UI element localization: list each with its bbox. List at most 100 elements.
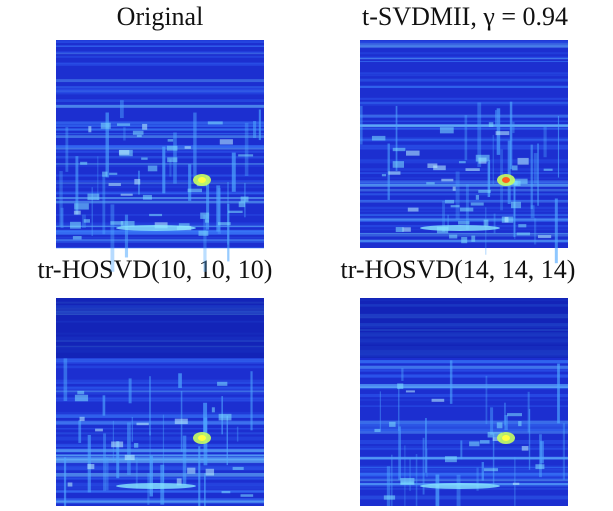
stripe [360, 384, 568, 388]
stripe [360, 115, 568, 118]
stripe [360, 144, 568, 148]
stripe [56, 456, 264, 460]
blob [142, 194, 152, 200]
blob [433, 165, 446, 171]
streak [244, 122, 249, 177]
streak [490, 407, 494, 435]
panel-title: Original [117, 2, 204, 31]
blob [496, 422, 503, 429]
blob [198, 230, 209, 236]
stripe [56, 397, 264, 400]
streak [227, 203, 230, 262]
blob [483, 468, 499, 472]
blob [441, 178, 454, 182]
streak [236, 426, 239, 442]
stripe [360, 365, 568, 370]
streak [127, 422, 131, 475]
stripe [360, 457, 568, 460]
streak [488, 160, 491, 197]
streak [206, 175, 210, 230]
heatmap-image [56, 40, 264, 272]
blob [72, 236, 82, 240]
streak [75, 156, 79, 215]
stripe [56, 359, 264, 363]
stripe [56, 174, 264, 177]
stripe [56, 231, 264, 233]
blob [120, 221, 135, 227]
stripe [56, 55, 264, 58]
stripe [56, 40, 264, 43]
stripe [56, 163, 264, 165]
streak [149, 376, 151, 436]
stripe [360, 56, 568, 59]
stripe [56, 396, 264, 402]
blob [73, 210, 81, 215]
stripe [56, 386, 264, 389]
stripe [56, 90, 264, 93]
stripe [360, 158, 568, 162]
stripe [56, 180, 264, 182]
streak [188, 164, 192, 201]
stripe [56, 56, 264, 58]
streak [435, 474, 440, 511]
blob [167, 139, 174, 142]
blob [517, 157, 529, 165]
streak [258, 109, 261, 141]
blob [535, 464, 545, 470]
stripe [56, 449, 264, 453]
hotspot-core [198, 435, 206, 441]
blob [109, 172, 118, 175]
heatmap-image [360, 40, 568, 264]
stripe [360, 428, 568, 431]
stripe [360, 448, 568, 450]
stripe [56, 467, 264, 471]
stripe [56, 45, 264, 48]
blob [402, 227, 411, 232]
blob [70, 221, 81, 229]
stripe [360, 399, 568, 401]
stripe [360, 495, 568, 500]
stripe [360, 217, 568, 220]
stripe [360, 193, 568, 196]
streak [379, 391, 381, 432]
dark-region [56, 298, 264, 358]
blob [461, 236, 468, 244]
streak [527, 391, 530, 433]
streak [149, 431, 151, 494]
streak [543, 124, 547, 158]
blob [465, 168, 480, 171]
stripe [56, 192, 264, 195]
stripe [56, 191, 264, 195]
stripe [56, 379, 264, 384]
blob [492, 437, 501, 441]
streak [507, 140, 511, 205]
blob [221, 491, 231, 494]
blob [238, 154, 254, 157]
stripe [360, 472, 568, 476]
stripe [360, 72, 568, 75]
streak [65, 126, 69, 172]
stripe [360, 104, 568, 106]
blob [518, 421, 522, 427]
blob [228, 210, 243, 214]
stripe [56, 358, 264, 361]
blob [449, 234, 458, 239]
streak [514, 180, 516, 240]
stripe [56, 91, 264, 93]
stripe [360, 172, 568, 175]
streak [391, 454, 393, 511]
streak [492, 433, 495, 487]
streak [128, 378, 132, 404]
streak [204, 473, 206, 511]
blob [207, 121, 223, 125]
stripe [56, 500, 264, 503]
streak [124, 214, 129, 258]
stripe [56, 92, 264, 95]
blob [149, 213, 163, 217]
blob [83, 219, 91, 223]
blob [507, 413, 522, 417]
stripe [56, 387, 264, 391]
band [420, 225, 500, 231]
stripe [360, 219, 568, 222]
blob [187, 188, 203, 193]
